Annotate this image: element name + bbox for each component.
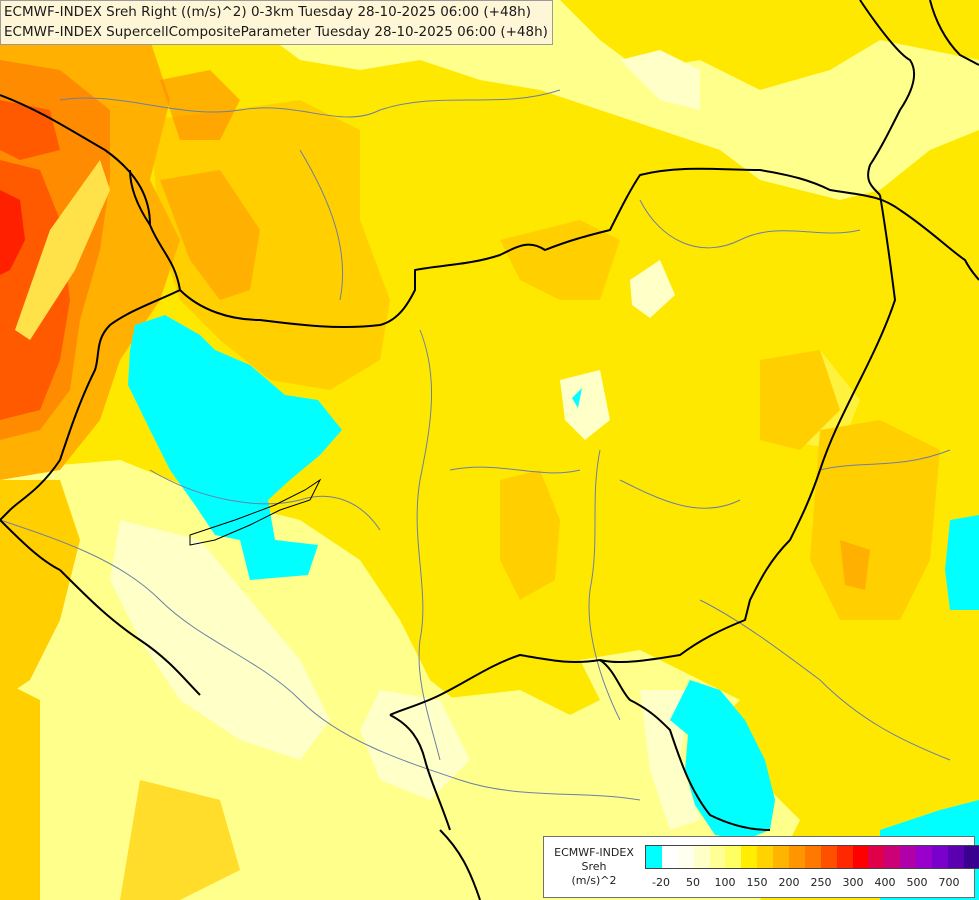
- legend-parameter: Sreh: [581, 860, 607, 873]
- legend-swatch: [661, 846, 678, 868]
- legend-tick-label: 300: [842, 876, 864, 889]
- legend-swatch: [757, 846, 774, 868]
- legend-swatch: [932, 846, 948, 868]
- title-line-1: ECMWF-INDEX Sreh Right ((m/s)^2) 0-3km T…: [4, 4, 531, 20]
- legend-tick-label: 400: [874, 876, 896, 889]
- legend-swatch: [947, 846, 964, 868]
- legend-tick-label: 700: [938, 876, 960, 889]
- legend-swatch: [868, 846, 885, 868]
- map-title-box: ECMWF-INDEX Sreh Right ((m/s)^2) 0-3km T…: [0, 0, 553, 45]
- legend-swatch: [963, 846, 979, 868]
- legend-swatch: [789, 846, 805, 868]
- legend-tick-label: 500: [906, 876, 928, 889]
- legend-swatch: [773, 846, 790, 868]
- legend-unit: (m/s)^2: [571, 874, 617, 887]
- legend-swatch: [900, 846, 917, 868]
- legend-color-scale: [645, 845, 979, 869]
- lake-balaton: [189, 478, 322, 546]
- title-line-2: ECMWF-INDEX SupercellCompositeParameter …: [4, 24, 548, 40]
- legend-source: ECMWF-INDEX: [554, 846, 634, 859]
- color-legend: ECMWF-INDEX Sreh (m/s)^2 -20 50 100 150 200 2…: [543, 836, 979, 898]
- legend-swatch: [709, 846, 726, 868]
- legend-swatch: [677, 846, 694, 868]
- legend-swatch: [741, 846, 758, 868]
- legend-swatch: [693, 846, 710, 868]
- legend-swatch: [852, 846, 869, 868]
- legend-swatch: [804, 846, 821, 868]
- legend-tick-label: -20: [652, 876, 670, 889]
- legend-tick-label: 50: [686, 876, 700, 889]
- legend-swatch: [916, 846, 933, 868]
- legend-swatch: [836, 846, 853, 868]
- rivers: [0, 89, 951, 801]
- legend-swatch: [646, 846, 662, 868]
- legend-tick-label: 150: [746, 876, 768, 889]
- legend-swatch: [725, 846, 742, 868]
- legend-tick-label: 200: [778, 876, 800, 889]
- pale-streak: [15, 160, 110, 340]
- legend-tick-label: 250: [810, 876, 832, 889]
- legend-swatch: [820, 846, 837, 868]
- legend-swatch: [884, 846, 901, 868]
- red-regions: [0, 190, 25, 275]
- legend-tick-label: 100: [714, 876, 736, 889]
